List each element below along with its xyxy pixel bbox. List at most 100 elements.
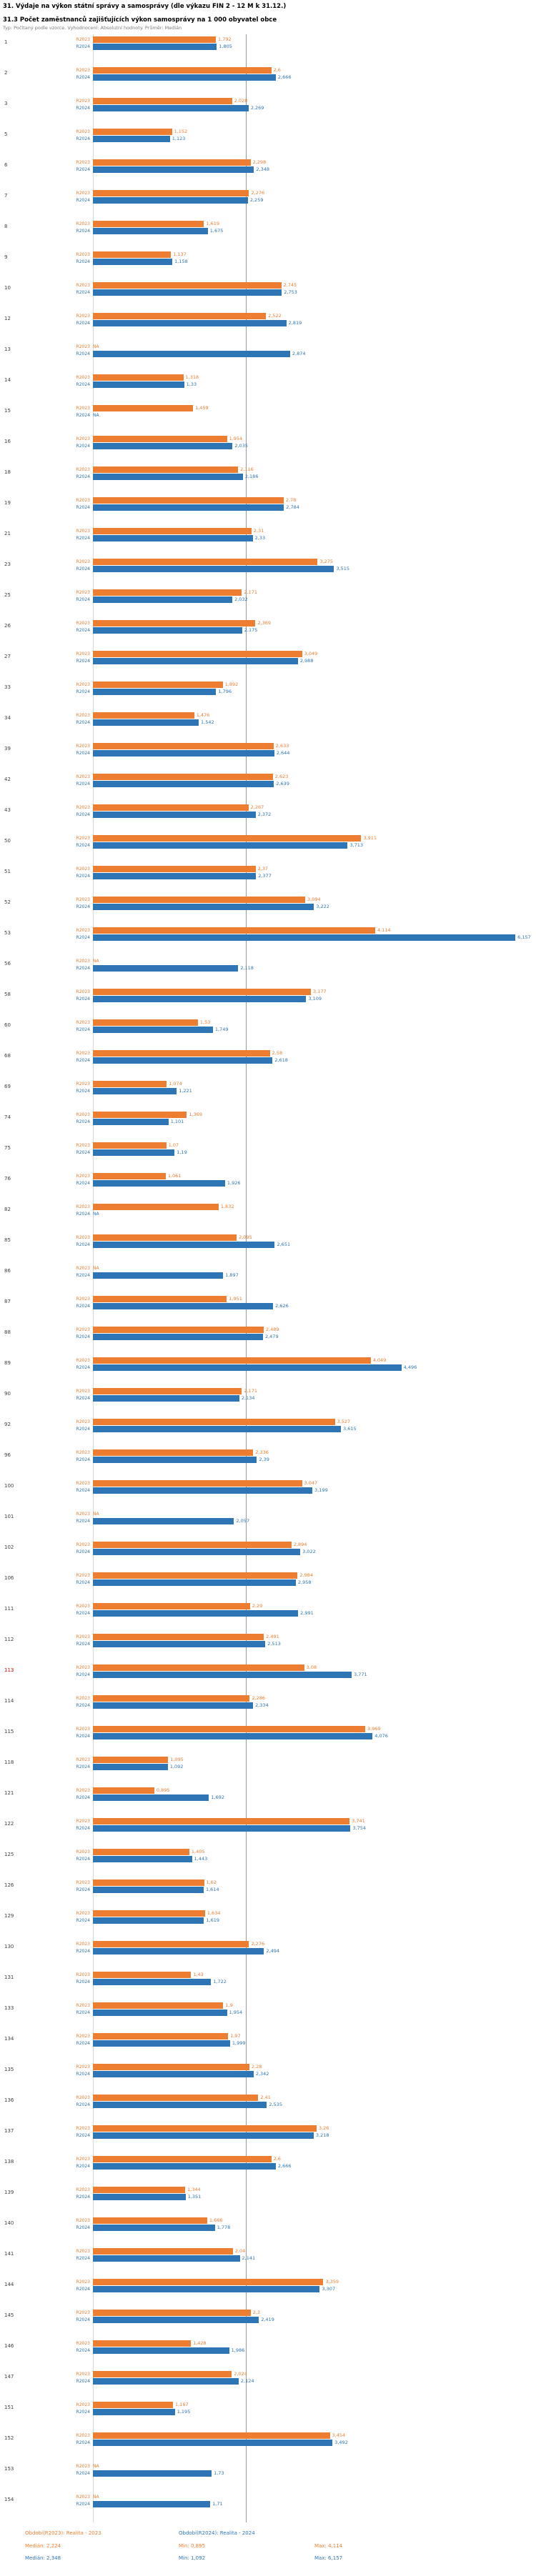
bar-r2024-row-101[interactable] <box>93 1517 234 1524</box>
bar-r2024-row-89[interactable] <box>93 1364 402 1371</box>
bar-r2024-row-34[interactable] <box>93 719 199 726</box>
bar-r2023-row-2[interactable] <box>93 66 272 74</box>
bar-r2023-row-52[interactable] <box>93 896 306 903</box>
bar-r2023-row-125[interactable] <box>93 1848 189 1855</box>
bar-r2023-row-43[interactable] <box>93 804 249 811</box>
bar-r2023-row-139[interactable] <box>93 2186 186 2193</box>
bar-r2023-row-82[interactable] <box>93 1203 219 1210</box>
bar-r2023-row-136[interactable] <box>93 2094 259 2101</box>
bar-r2023-row-134[interactable] <box>93 2032 229 2040</box>
bar-r2023-row-87[interactable] <box>93 1295 227 1302</box>
bar-r2023-row-145[interactable] <box>93 2309 251 2316</box>
bar-r2024-row-141[interactable] <box>93 2255 240 2262</box>
bar-r2024-row-121[interactable] <box>93 1794 209 1801</box>
bar-r2024-row-111[interactable] <box>93 1609 299 1617</box>
bar-r2023-row-126[interactable] <box>93 1879 204 1886</box>
bar-r2023-row-9[interactable] <box>93 251 172 258</box>
bar-r2024-row-154[interactable] <box>93 2500 211 2507</box>
bar-r2024-row-69[interactable] <box>93 1087 177 1094</box>
bar-r2024-row-114[interactable] <box>93 1702 254 1709</box>
bar-r2023-row-96[interactable] <box>93 1449 254 1456</box>
bar-r2024-row-75[interactable] <box>93 1149 175 1156</box>
bar-r2023-row-151[interactable] <box>93 2401 174 2408</box>
bar-r2024-row-136[interactable] <box>93 2101 267 2108</box>
bar-r2024-row-145[interactable] <box>93 2316 259 2323</box>
bar-r2024-row-76[interactable] <box>93 1179 225 1187</box>
bar-r2023-row-50[interactable] <box>93 834 362 842</box>
bar-r2023-row-27[interactable] <box>93 650 302 657</box>
bar-r2023-row-111[interactable] <box>93 1602 250 1609</box>
bar-r2024-row-90[interactable] <box>93 1394 239 1402</box>
bar-r2023-row-74[interactable] <box>93 1111 187 1118</box>
bar-r2024-row-52[interactable] <box>93 903 314 910</box>
bar-r2024-row-146[interactable] <box>93 2347 229 2354</box>
bar-r2024-row-88[interactable] <box>93 1333 263 1340</box>
bar-r2024-row-135[interactable] <box>93 2070 254 2077</box>
bar-r2023-row-75[interactable] <box>93 1142 167 1149</box>
bar-r2023-row-152[interactable] <box>93 2432 330 2439</box>
bar-r2024-row-96[interactable] <box>93 1456 257 1463</box>
bar-r2024-row-13[interactable] <box>93 350 290 357</box>
bar-r2023-row-33[interactable] <box>93 681 223 688</box>
bar-r2023-row-1[interactable] <box>93 36 217 43</box>
bar-r2024-row-139[interactable] <box>93 2193 186 2200</box>
bar-r2023-row-68[interactable] <box>93 1049 270 1057</box>
bar-r2023-row-144[interactable] <box>93 2278 324 2285</box>
bar-r2024-row-106[interactable] <box>93 1579 296 1586</box>
bar-r2024-row-18[interactable] <box>93 473 243 480</box>
bar-r2023-row-42[interactable] <box>93 773 273 780</box>
bar-r2024-row-74[interactable] <box>93 1118 169 1125</box>
bar-r2023-row-15[interactable] <box>93 404 194 411</box>
bar-r2023-row-58[interactable] <box>93 988 311 995</box>
bar-r2023-row-34[interactable] <box>93 712 194 719</box>
bar-r2024-row-130[interactable] <box>93 1947 264 1955</box>
bar-r2023-row-146[interactable] <box>93 2340 192 2347</box>
bar-r2024-row-10[interactable] <box>93 289 282 296</box>
bar-r2023-row-106[interactable] <box>93 1572 298 1579</box>
bar-r2024-row-26[interactable] <box>93 626 242 634</box>
bar-r2023-row-69[interactable] <box>93 1080 167 1087</box>
bar-r2023-row-3[interactable] <box>93 97 232 104</box>
bar-r2024-row-85[interactable] <box>93 1241 275 1248</box>
bar-r2024-row-87[interactable] <box>93 1302 274 1309</box>
bar-r2024-row-51[interactable] <box>93 872 257 879</box>
bar-r2023-row-129[interactable] <box>93 1909 205 1917</box>
bar-r2023-row-92[interactable] <box>93 1418 335 1425</box>
bar-r2024-row-102[interactable] <box>93 1548 301 1555</box>
bar-r2023-row-137[interactable] <box>93 2125 317 2132</box>
bar-r2024-row-7[interactable] <box>93 196 248 204</box>
bar-r2023-row-115[interactable] <box>93 1725 366 1732</box>
bar-r2023-row-130[interactable] <box>93 1940 249 1947</box>
bar-r2023-row-88[interactable] <box>93 1326 264 1333</box>
bar-r2024-row-1[interactable] <box>93 43 217 50</box>
bar-r2024-row-21[interactable] <box>93 534 253 541</box>
bar-r2023-row-102[interactable] <box>93 1541 292 1548</box>
bar-r2024-row-129[interactable] <box>93 1917 204 1924</box>
bar-r2023-row-100[interactable] <box>93 1479 302 1487</box>
bar-r2024-row-14[interactable] <box>93 381 184 388</box>
bar-r2023-row-10[interactable] <box>93 281 282 289</box>
bar-r2024-row-126[interactable] <box>93 1886 204 1893</box>
bar-r2024-row-151[interactable] <box>93 2408 175 2415</box>
bar-r2024-row-53[interactable] <box>93 934 516 941</box>
bar-r2023-row-133[interactable] <box>93 2002 224 2009</box>
bar-r2024-row-12[interactable] <box>93 319 287 326</box>
bar-r2024-row-134[interactable] <box>93 2040 230 2047</box>
bar-r2023-row-122[interactable] <box>93 1817 350 1824</box>
bar-r2023-row-18[interactable] <box>93 466 239 473</box>
bar-r2024-row-68[interactable] <box>93 1057 273 1064</box>
bar-r2023-row-114[interactable] <box>93 1694 250 1702</box>
bar-r2024-row-113[interactable] <box>93 1671 352 1678</box>
bar-r2023-row-6[interactable] <box>93 159 251 166</box>
bar-r2024-row-5[interactable] <box>93 135 170 142</box>
bar-r2023-row-5[interactable] <box>93 128 172 135</box>
bar-r2024-row-8[interactable] <box>93 227 208 234</box>
bar-r2023-row-12[interactable] <box>93 312 267 319</box>
bar-r2023-row-85[interactable] <box>93 1234 237 1241</box>
bar-r2024-row-42[interactable] <box>93 780 274 787</box>
bar-r2024-row-58[interactable] <box>93 995 307 1002</box>
bar-r2023-row-113[interactable] <box>93 1664 304 1671</box>
bar-r2024-row-131[interactable] <box>93 1978 212 1985</box>
bar-r2024-row-112[interactable] <box>93 1640 266 1647</box>
bar-r2024-row-19[interactable] <box>93 504 284 511</box>
